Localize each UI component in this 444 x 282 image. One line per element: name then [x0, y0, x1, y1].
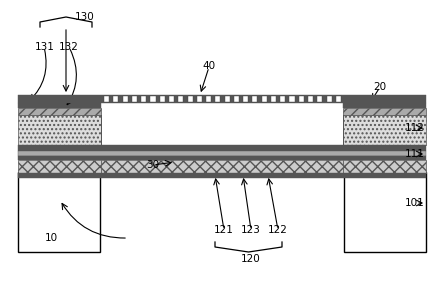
Bar — [262, 96, 267, 102]
Text: 40: 40 — [202, 61, 215, 71]
Bar — [18, 156, 426, 160]
Bar — [187, 96, 193, 102]
Bar — [336, 96, 341, 102]
Bar — [197, 96, 202, 102]
Bar — [344, 172, 426, 252]
Bar — [326, 96, 332, 102]
Bar — [18, 160, 101, 173]
Bar — [317, 96, 322, 102]
Text: 123: 123 — [241, 225, 261, 235]
Bar — [169, 96, 174, 102]
Text: 112: 112 — [405, 123, 425, 133]
Text: 120: 120 — [241, 254, 261, 265]
Bar — [101, 115, 343, 145]
Text: 10: 10 — [44, 233, 58, 243]
Bar — [160, 96, 165, 102]
Bar — [243, 96, 248, 102]
Bar — [18, 145, 426, 151]
Text: 111: 111 — [405, 149, 425, 159]
Text: 121: 121 — [214, 225, 234, 235]
Bar — [151, 96, 155, 102]
Bar — [141, 96, 146, 102]
Bar — [18, 151, 426, 156]
Bar — [289, 96, 294, 102]
Bar — [18, 95, 426, 103]
Bar — [113, 96, 119, 102]
Bar — [18, 173, 426, 178]
Bar — [343, 103, 426, 108]
Bar — [206, 96, 211, 102]
Text: 131: 131 — [35, 41, 54, 52]
Bar — [299, 96, 304, 102]
Text: 20: 20 — [373, 82, 386, 92]
Bar — [215, 96, 220, 102]
Text: 122: 122 — [268, 225, 287, 235]
Bar — [234, 96, 239, 102]
Text: 130: 130 — [75, 12, 94, 22]
Bar — [343, 108, 426, 115]
Bar — [18, 115, 101, 145]
Bar — [18, 108, 101, 115]
Bar — [178, 96, 183, 102]
Bar — [225, 96, 230, 102]
Bar — [343, 115, 426, 145]
Bar — [343, 160, 426, 173]
Bar — [132, 96, 137, 102]
Bar — [252, 96, 258, 102]
Bar — [280, 96, 285, 102]
Bar — [123, 96, 128, 102]
Bar — [271, 96, 276, 102]
Text: 132: 132 — [59, 41, 79, 52]
Bar — [101, 160, 343, 173]
Text: 101: 101 — [405, 198, 425, 208]
Bar — [308, 96, 313, 102]
Text: 30: 30 — [147, 160, 160, 170]
Bar — [18, 103, 101, 108]
Bar — [18, 172, 100, 252]
Bar — [104, 96, 109, 102]
